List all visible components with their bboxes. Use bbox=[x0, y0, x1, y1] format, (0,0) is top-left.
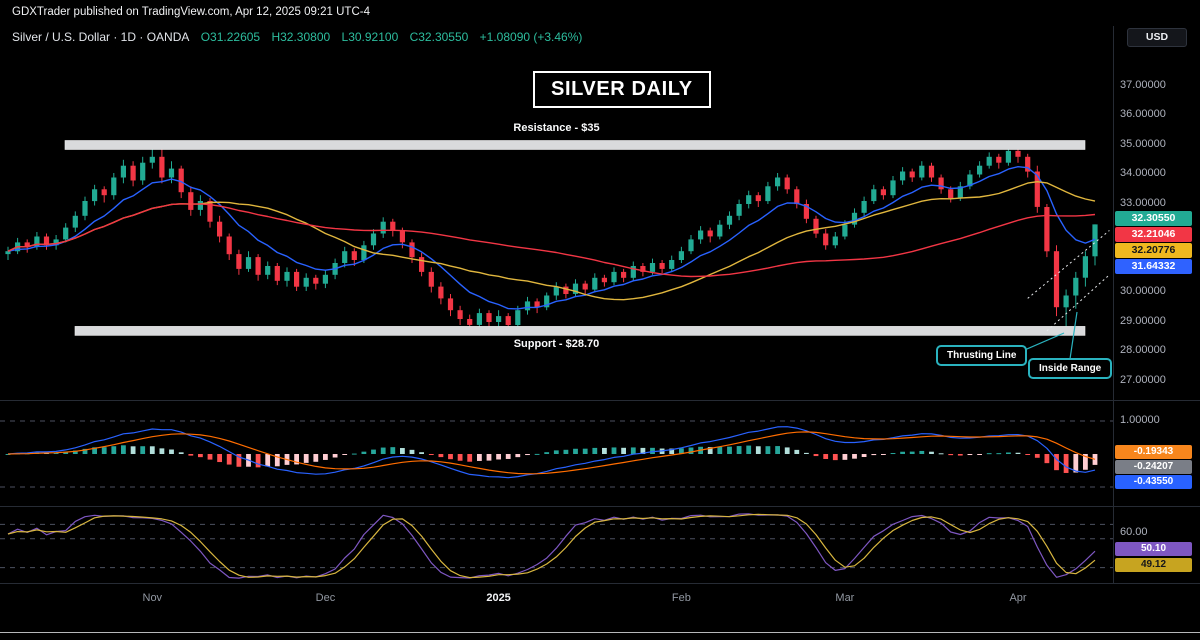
macd-signal-badge: -0.19343 bbox=[1115, 445, 1192, 459]
support-label: Support - $28.70 bbox=[513, 338, 600, 350]
stoch-k-badge: 50.10 bbox=[1115, 542, 1192, 556]
indicator-gridlines bbox=[0, 420, 1113, 569]
ohlc-high: H32.30800 bbox=[271, 30, 331, 44]
time-axis-label: Apr bbox=[1009, 592, 1027, 604]
sr-bands[interactable] bbox=[64, 140, 1086, 336]
stoch-d-line bbox=[7, 513, 1096, 579]
price-axis-label: 33.00000 bbox=[1120, 197, 1166, 209]
currency-button[interactable]: USD bbox=[1127, 28, 1187, 47]
price-axis-label: 30.00000 bbox=[1120, 285, 1166, 297]
ohlc-open: O31.22605 bbox=[200, 30, 261, 44]
stoch-axis-label: 60.00 bbox=[1120, 526, 1148, 538]
annotation-thrusting-line[interactable]: Thrusting Line bbox=[936, 345, 1028, 366]
publish-text: GDXTrader published on TradingView.com, … bbox=[12, 6, 370, 18]
last-price-badge: 32.30550 bbox=[1115, 211, 1192, 226]
time-axis[interactable]: Nov Dec 2025 Feb Mar Apr bbox=[0, 584, 1200, 612]
ma-slow-line bbox=[7, 203, 1096, 278]
price-axis-label: 29.00000 bbox=[1120, 315, 1166, 327]
publish-bar: GDXTrader published on TradingView.com, … bbox=[0, 0, 1200, 26]
price-axis-label: 34.00000 bbox=[1120, 167, 1166, 179]
footer-bar: TradingView bbox=[0, 612, 1200, 640]
macd-line-badge: -0.43550 bbox=[1115, 475, 1192, 489]
time-axis-label: 2025 bbox=[486, 592, 511, 604]
price-axis-label: 35.00000 bbox=[1120, 138, 1166, 150]
macd-line bbox=[7, 426, 1096, 479]
symbol-header: Silver / U.S. Dollar · 1D · OANDA O31.22… bbox=[12, 30, 582, 44]
resistance-label: Resistance - $35 bbox=[513, 122, 600, 134]
resistance-band bbox=[64, 140, 1086, 150]
change-text: +1.08090 (+3.46%) bbox=[479, 30, 583, 44]
bottom-divider bbox=[0, 632, 1200, 633]
ma-mid-badge: 32.20776 bbox=[1115, 243, 1192, 258]
support-band bbox=[74, 326, 1086, 336]
ma-mid-line bbox=[7, 180, 1096, 301]
macd-histogram-badge: -0.24207 bbox=[1115, 460, 1192, 474]
ohlc-low: L30.92100 bbox=[341, 30, 399, 44]
ma-fast-badge: 31.64332 bbox=[1115, 259, 1192, 274]
candles-group bbox=[5, 146, 1098, 333]
macd-histogram bbox=[5, 445, 1098, 473]
time-axis-label: Nov bbox=[142, 592, 163, 604]
price-axis-label: 37.00000 bbox=[1120, 79, 1166, 91]
macd-signal-line bbox=[7, 431, 1096, 475]
ohlc-close: C32.30550 bbox=[409, 30, 469, 44]
price-axis-label: 36.00000 bbox=[1120, 108, 1166, 120]
chart-title-box: SILVER DAILY bbox=[533, 71, 711, 108]
dotted-trendline[interactable] bbox=[1046, 274, 1110, 332]
ma-fast-line bbox=[7, 165, 1096, 310]
time-axis-label: Feb bbox=[671, 592, 691, 604]
price-axis-label: 27.00000 bbox=[1120, 374, 1166, 386]
stoch-k-line bbox=[7, 513, 1096, 579]
inside-leader-line bbox=[1069, 311, 1078, 360]
stoch-d-badge: 49.12 bbox=[1115, 558, 1192, 572]
ma-slow-badge: 32.21046 bbox=[1115, 227, 1192, 242]
dotted-trendline[interactable] bbox=[1027, 230, 1110, 299]
annotation-inside-range[interactable]: Inside Range bbox=[1028, 358, 1113, 379]
macd-axis-label: 1.00000 bbox=[1120, 414, 1160, 426]
price-axis-label: 28.00000 bbox=[1120, 344, 1166, 356]
symbol-title[interactable]: Silver / U.S. Dollar · 1D · OANDA bbox=[12, 30, 190, 44]
time-axis-label: Mar bbox=[835, 592, 855, 604]
time-axis-label: Dec bbox=[315, 592, 336, 604]
